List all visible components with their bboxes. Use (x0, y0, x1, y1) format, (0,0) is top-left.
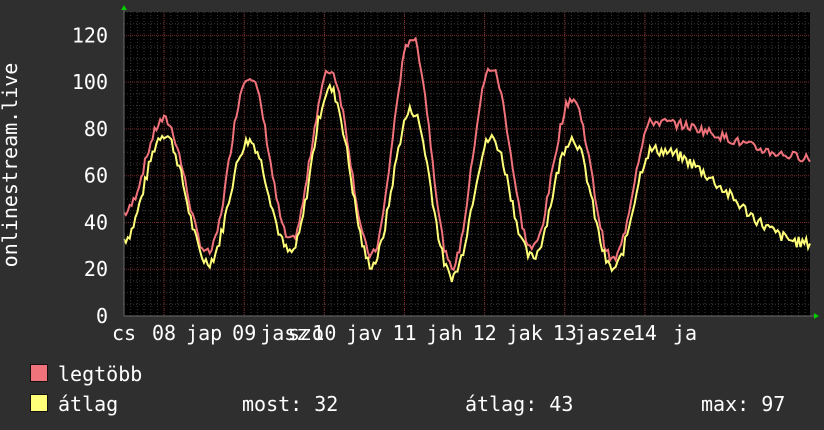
x-tick-label: jasz (260, 321, 308, 345)
series-lines (123, 36, 811, 283)
legend-swatch-max (30, 364, 48, 382)
stat-avg: átlag: 43 (465, 392, 574, 416)
x-tick-label: jah (426, 321, 462, 345)
stat-now: most: 32 (242, 392, 339, 416)
y-tick-label: 0 (96, 304, 108, 328)
chart: onlinestream.live 0 20 40 60 80 100 120 cs 08 jap… (0, 5, 819, 345)
x-tick-label: szo (288, 321, 324, 345)
x-tick-label: 14 (633, 321, 657, 345)
series-line-max (123, 36, 811, 272)
x-tick-label: jasze (575, 321, 635, 345)
legend-swatch-avg (30, 394, 48, 412)
y-axis-label: onlinestream.live (0, 63, 22, 268)
x-tick-label: 13 (553, 321, 577, 345)
y-tick-label: 120 (72, 23, 108, 47)
legend-label-max: legtöbb (58, 362, 143, 386)
series-line-avg (123, 82, 811, 283)
legend-label-avg: átlag (58, 392, 119, 416)
legend-item-max: legtöbb (30, 362, 142, 386)
stat-max: max: 97 (701, 392, 786, 416)
x-tick-label: jap (186, 321, 222, 345)
x-tick-label: 11 (392, 321, 416, 345)
x-tick-label: 10 (312, 321, 336, 345)
y-tick-label: 100 (72, 70, 108, 94)
x-tick-label: jak (507, 321, 543, 345)
y-axis-arrow (121, 5, 127, 10)
x-axis-arrow (814, 313, 819, 319)
legend-item-avg: átlag (30, 392, 118, 416)
x-tick-label: 09 (232, 321, 256, 345)
x-tick-label: 12 (473, 321, 497, 345)
x-tick-label: 08 (152, 321, 176, 345)
y-tick-label: 60 (84, 164, 108, 188)
y-tick-label: 80 (84, 117, 108, 141)
x-tick-label: jav (346, 321, 382, 345)
axes (121, 5, 819, 319)
y-tick-label: 20 (84, 257, 108, 281)
x-tick-label: ja (673, 321, 697, 345)
y-tick-label: 40 (84, 210, 108, 234)
x-tick-label: cs (112, 321, 136, 345)
grid (123, 11, 810, 317)
